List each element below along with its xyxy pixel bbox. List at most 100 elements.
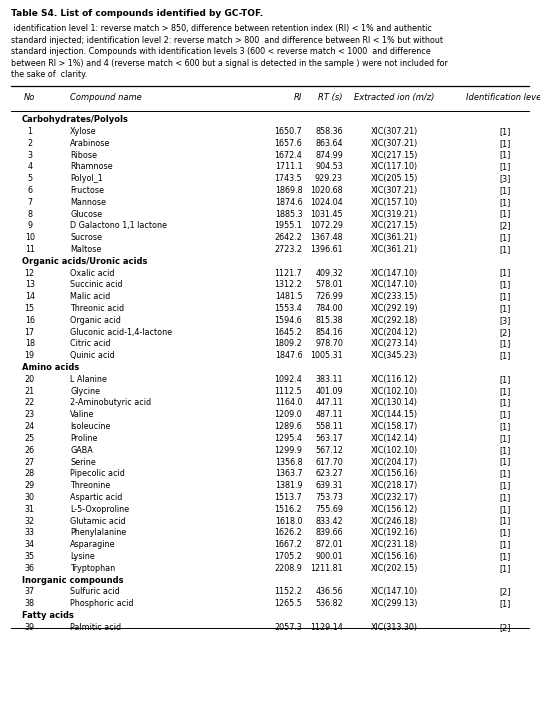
Text: 1072.29: 1072.29	[310, 221, 343, 230]
Text: 2723.2: 2723.2	[274, 245, 302, 254]
Text: XIC(217.15): XIC(217.15)	[370, 150, 418, 160]
Text: XIC(147.10): XIC(147.10)	[370, 269, 418, 278]
Text: 11: 11	[25, 245, 35, 254]
Text: 1869.8: 1869.8	[275, 186, 302, 195]
Text: XIC(307.21): XIC(307.21)	[370, 127, 418, 136]
Text: Valine: Valine	[70, 410, 94, 419]
Text: 23: 23	[25, 410, 35, 419]
Text: 815.38: 815.38	[315, 316, 343, 325]
Text: Inorganic compounds: Inorganic compounds	[22, 575, 123, 585]
Text: 623.27: 623.27	[315, 469, 343, 478]
Text: Threonine: Threonine	[70, 481, 111, 490]
Text: [1]: [1]	[499, 304, 511, 313]
Text: XIC(292.19): XIC(292.19)	[370, 304, 418, 313]
Text: 27: 27	[25, 457, 35, 467]
Text: [2]: [2]	[499, 623, 511, 631]
Text: Glutamic acid: Glutamic acid	[70, 516, 126, 526]
Text: 6: 6	[27, 186, 32, 195]
Text: Organic acids/Uronic acids: Organic acids/Uronic acids	[22, 257, 147, 266]
Text: Lysine: Lysine	[70, 552, 95, 561]
Text: 784.00: 784.00	[315, 304, 343, 313]
Text: 1645.2: 1645.2	[275, 328, 302, 337]
Text: [1]: [1]	[499, 516, 511, 526]
Text: XIC(319.21): XIC(319.21)	[370, 210, 418, 219]
Text: [1]: [1]	[499, 163, 511, 171]
Text: 24: 24	[25, 422, 35, 431]
Text: 34: 34	[25, 540, 35, 549]
Text: 1874.6: 1874.6	[275, 198, 302, 207]
Text: 8: 8	[27, 210, 32, 219]
Text: 567.12: 567.12	[315, 446, 343, 455]
Text: [1]: [1]	[499, 198, 511, 207]
Text: 558.11: 558.11	[315, 422, 343, 431]
Text: 409.32: 409.32	[315, 269, 343, 278]
Text: [3]: [3]	[499, 174, 511, 183]
Text: Amino acids: Amino acids	[22, 363, 79, 372]
Text: XIC(144.15): XIC(144.15)	[370, 410, 418, 419]
Text: [3]: [3]	[499, 316, 511, 325]
Text: [1]: [1]	[499, 210, 511, 219]
Text: 1295.4: 1295.4	[274, 434, 302, 443]
Text: 1005.31: 1005.31	[310, 351, 343, 360]
Text: 1743.5: 1743.5	[275, 174, 302, 183]
Text: [1]: [1]	[499, 280, 511, 289]
Text: Palmitic acid: Palmitic acid	[70, 623, 122, 631]
Text: 1356.8: 1356.8	[275, 457, 302, 467]
Text: Table S4. List of compounds identified by GC-TOF.: Table S4. List of compounds identified b…	[11, 9, 263, 17]
Text: 30: 30	[25, 493, 35, 502]
Text: Gluconic acid-1,4-lactone: Gluconic acid-1,4-lactone	[70, 328, 172, 337]
Text: 35: 35	[25, 552, 35, 561]
Text: Isoleucine: Isoleucine	[70, 422, 111, 431]
Text: 4: 4	[27, 163, 32, 171]
Text: Organic acid: Organic acid	[70, 316, 121, 325]
Text: 1650.7: 1650.7	[275, 127, 302, 136]
Text: Maltose: Maltose	[70, 245, 102, 254]
Text: Threonic acid: Threonic acid	[70, 304, 124, 313]
Text: Glycine: Glycine	[70, 387, 100, 396]
Text: XIC(117.10): XIC(117.10)	[370, 163, 418, 171]
Text: Sulfuric acid: Sulfuric acid	[70, 588, 120, 596]
Text: RI: RI	[294, 94, 302, 102]
Text: 1396.61: 1396.61	[310, 245, 343, 254]
Text: 1129.14: 1129.14	[310, 623, 343, 631]
Text: 39: 39	[25, 623, 35, 631]
Text: 872.01: 872.01	[315, 540, 343, 549]
Text: 755.69: 755.69	[315, 505, 343, 514]
Text: 1164.0: 1164.0	[275, 398, 302, 408]
Text: 863.64: 863.64	[315, 139, 343, 148]
Text: Extracted ion (m/z): Extracted ion (m/z)	[354, 94, 434, 102]
Text: Serine: Serine	[70, 457, 96, 467]
Text: Pipecolic acid: Pipecolic acid	[70, 469, 125, 478]
Text: 1667.2: 1667.2	[275, 540, 302, 549]
Text: XIC(116.12): XIC(116.12)	[370, 375, 418, 384]
Text: 639.31: 639.31	[315, 481, 343, 490]
Text: 12: 12	[25, 269, 35, 278]
Text: [2]: [2]	[499, 328, 511, 337]
Text: 2-Aminobutyric acid: 2-Aminobutyric acid	[70, 398, 151, 408]
Text: 1516.2: 1516.2	[275, 505, 302, 514]
Text: XIC(246.18): XIC(246.18)	[370, 516, 418, 526]
Text: Phosphoric acid: Phosphoric acid	[70, 599, 134, 608]
Text: GABA: GABA	[70, 446, 93, 455]
Text: 904.53: 904.53	[315, 163, 343, 171]
Text: 1031.45: 1031.45	[310, 210, 343, 219]
Text: 16: 16	[25, 316, 35, 325]
Text: XIC(142.14): XIC(142.14)	[370, 434, 418, 443]
Text: 1847.6: 1847.6	[275, 351, 302, 360]
Text: [1]: [1]	[499, 446, 511, 455]
Text: [1]: [1]	[499, 139, 511, 148]
Text: 1955.1: 1955.1	[274, 221, 302, 230]
Text: identification level 1: reverse match > 850, difference between retention index : identification level 1: reverse match > …	[11, 24, 448, 79]
Text: 1618.0: 1618.0	[275, 516, 302, 526]
Text: Glucose: Glucose	[70, 210, 102, 219]
Text: [1]: [1]	[499, 339, 511, 348]
Text: 3: 3	[27, 150, 32, 160]
Text: 1657.6: 1657.6	[275, 139, 302, 148]
Text: 20: 20	[25, 375, 35, 384]
Text: 436.56: 436.56	[315, 588, 343, 596]
Text: Carbohydrates/Polyols: Carbohydrates/Polyols	[22, 115, 129, 124]
Text: [1]: [1]	[499, 528, 511, 537]
Text: 1553.4: 1553.4	[275, 304, 302, 313]
Text: 447.11: 447.11	[315, 398, 343, 408]
Text: [1]: [1]	[499, 269, 511, 278]
